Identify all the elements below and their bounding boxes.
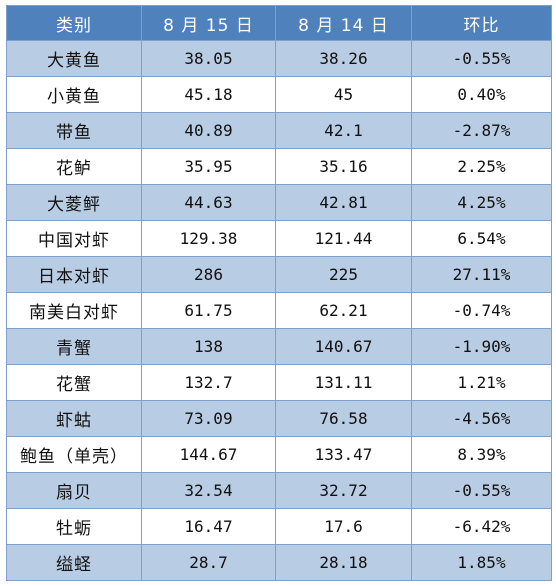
table-row: 牡蛎 16.47 17.6 -6.42% <box>6 508 552 545</box>
aug14-price-cell: 42.1 <box>275 112 412 149</box>
change-cell: 1.21% <box>411 364 552 401</box>
aug14-price-cell: 17.6 <box>275 508 412 545</box>
header-aug14: 8 月 14 日 <box>275 5 412 41</box>
change-cell: 8.39% <box>411 436 552 473</box>
aug15-price-cell: 45.18 <box>141 76 276 113</box>
table-row: 鲍鱼（单壳） 144.67 133.47 8.39% <box>6 436 552 473</box>
aug15-price-cell: 73.09 <box>141 400 276 437</box>
change-cell: 4.25% <box>411 184 552 221</box>
aug14-price-cell: 133.47 <box>275 436 412 473</box>
aug15-price-cell: 35.95 <box>141 148 276 185</box>
aug14-price-cell: 45 <box>275 76 412 113</box>
aug14-price-cell: 76.58 <box>275 400 412 437</box>
aug15-price-cell: 61.75 <box>141 292 276 329</box>
category-cell: 南美白对虾 <box>6 292 142 329</box>
aug15-price-cell: 132.7 <box>141 364 276 401</box>
table-row: 花蟹 132.7 131.11 1.21% <box>6 364 552 401</box>
aug14-price-cell: 225 <box>275 256 412 293</box>
header-category: 类别 <box>6 5 142 41</box>
category-cell: 花鲈 <box>6 148 142 185</box>
category-cell: 大黄鱼 <box>6 40 142 77</box>
change-cell: -0.74% <box>411 292 552 329</box>
category-cell: 日本对虾 <box>6 256 142 293</box>
table-row: 青蟹 138 140.67 -1.90% <box>6 328 552 365</box>
aug14-price-cell: 62.21 <box>275 292 412 329</box>
change-cell: -2.87% <box>411 112 552 149</box>
aug15-price-cell: 44.63 <box>141 184 276 221</box>
category-cell: 带鱼 <box>6 112 142 149</box>
change-cell: -0.55% <box>411 40 552 77</box>
change-cell: 27.11% <box>411 256 552 293</box>
header-aug15: 8 月 15 日 <box>141 5 276 41</box>
category-cell: 牡蛎 <box>6 508 142 545</box>
table-row: 花鲈 35.95 35.16 2.25% <box>6 148 552 185</box>
category-cell: 鲍鱼（单壳） <box>6 436 142 473</box>
change-cell: 6.54% <box>411 220 552 257</box>
aug15-price-cell: 138 <box>141 328 276 365</box>
aug15-price-cell: 286 <box>141 256 276 293</box>
category-cell: 小黄鱼 <box>6 76 142 113</box>
table-header: 类别 8 月 15 日 8 月 14 日 环比 <box>6 5 552 41</box>
aug14-price-cell: 28.18 <box>275 544 412 581</box>
category-cell: 虾蛄 <box>6 400 142 437</box>
change-cell: 2.25% <box>411 148 552 185</box>
table-row: 中国对虾 129.38 121.44 6.54% <box>6 220 552 257</box>
header-change: 环比 <box>411 5 552 41</box>
change-cell: -0.55% <box>411 472 552 509</box>
category-cell: 青蟹 <box>6 328 142 365</box>
aug15-price-cell: 28.7 <box>141 544 276 581</box>
table-row: 小黄鱼 45.18 45 0.40% <box>6 76 552 113</box>
change-cell: -4.56% <box>411 400 552 437</box>
table-row: 虾蛄 73.09 76.58 -4.56% <box>6 400 552 437</box>
aug15-price-cell: 40.89 <box>141 112 276 149</box>
table-row: 缢蛏 28.7 28.18 1.85% <box>6 544 552 581</box>
table-row: 南美白对虾 61.75 62.21 -0.74% <box>6 292 552 329</box>
table-row: 日本对虾 286 225 27.11% <box>6 256 552 293</box>
aug15-price-cell: 38.05 <box>141 40 276 77</box>
category-cell: 缢蛏 <box>6 544 142 581</box>
category-cell: 大菱鲆 <box>6 184 142 221</box>
aug14-price-cell: 35.16 <box>275 148 412 185</box>
table-row: 大黄鱼 38.05 38.26 -0.55% <box>6 40 552 77</box>
category-cell: 扇贝 <box>6 472 142 509</box>
aug14-price-cell: 121.44 <box>275 220 412 257</box>
aug14-price-cell: 131.11 <box>275 364 412 401</box>
change-cell: 1.85% <box>411 544 552 581</box>
change-cell: -1.90% <box>411 328 552 365</box>
table-body: 大黄鱼 38.05 38.26 -0.55% 小黄鱼 45.18 45 0.40% 带鱼 40.8… <box>6 40 552 581</box>
seafood-price-table: 类别 8 月 15 日 8 月 14 日 环比 大黄鱼 38.05 38.26 -0.… <box>6 5 552 581</box>
aug15-price-cell: 129.38 <box>141 220 276 257</box>
table-row: 扇贝 32.54 32.72 -0.55% <box>6 472 552 509</box>
table-row: 带鱼 40.89 42.1 -2.87% <box>6 112 552 149</box>
aug15-price-cell: 144.67 <box>141 436 276 473</box>
category-cell: 中国对虾 <box>6 220 142 257</box>
aug15-price-cell: 32.54 <box>141 472 276 509</box>
header-row: 类别 8 月 15 日 8 月 14 日 环比 <box>6 5 552 41</box>
change-cell: 0.40% <box>411 76 552 113</box>
aug14-price-cell: 38.26 <box>275 40 412 77</box>
aug14-price-cell: 32.72 <box>275 472 412 509</box>
aug14-price-cell: 140.67 <box>275 328 412 365</box>
aug14-price-cell: 42.81 <box>275 184 412 221</box>
table-row: 大菱鲆 44.63 42.81 4.25% <box>6 184 552 221</box>
category-cell: 花蟹 <box>6 364 142 401</box>
aug15-price-cell: 16.47 <box>141 508 276 545</box>
change-cell: -6.42% <box>411 508 552 545</box>
